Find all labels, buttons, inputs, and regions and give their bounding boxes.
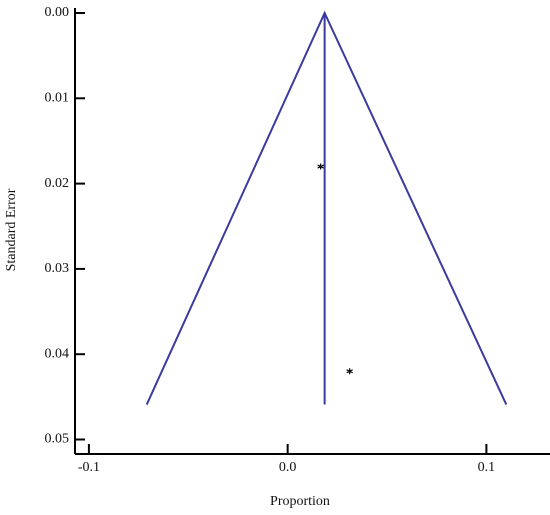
y-tick-label: 0.03 [45,261,70,276]
y-tick-label: 0.04 [45,346,70,361]
x-tick-label: 0.0 [279,460,297,475]
y-tick-label: 0.01 [45,91,70,106]
x-tick-label: 0.1 [478,460,496,475]
x-axis-title: Proportion [270,494,330,509]
y-tick-label: 0.00 [45,5,70,20]
point [317,163,324,170]
y-tick-label: 0.02 [45,176,70,191]
point [346,368,353,375]
y-axis-title: Standard Error [4,188,19,271]
funnel [145,10,508,405]
x-tick-label: -0.1 [78,460,100,475]
y-tick-label: 0.05 [45,432,70,447]
